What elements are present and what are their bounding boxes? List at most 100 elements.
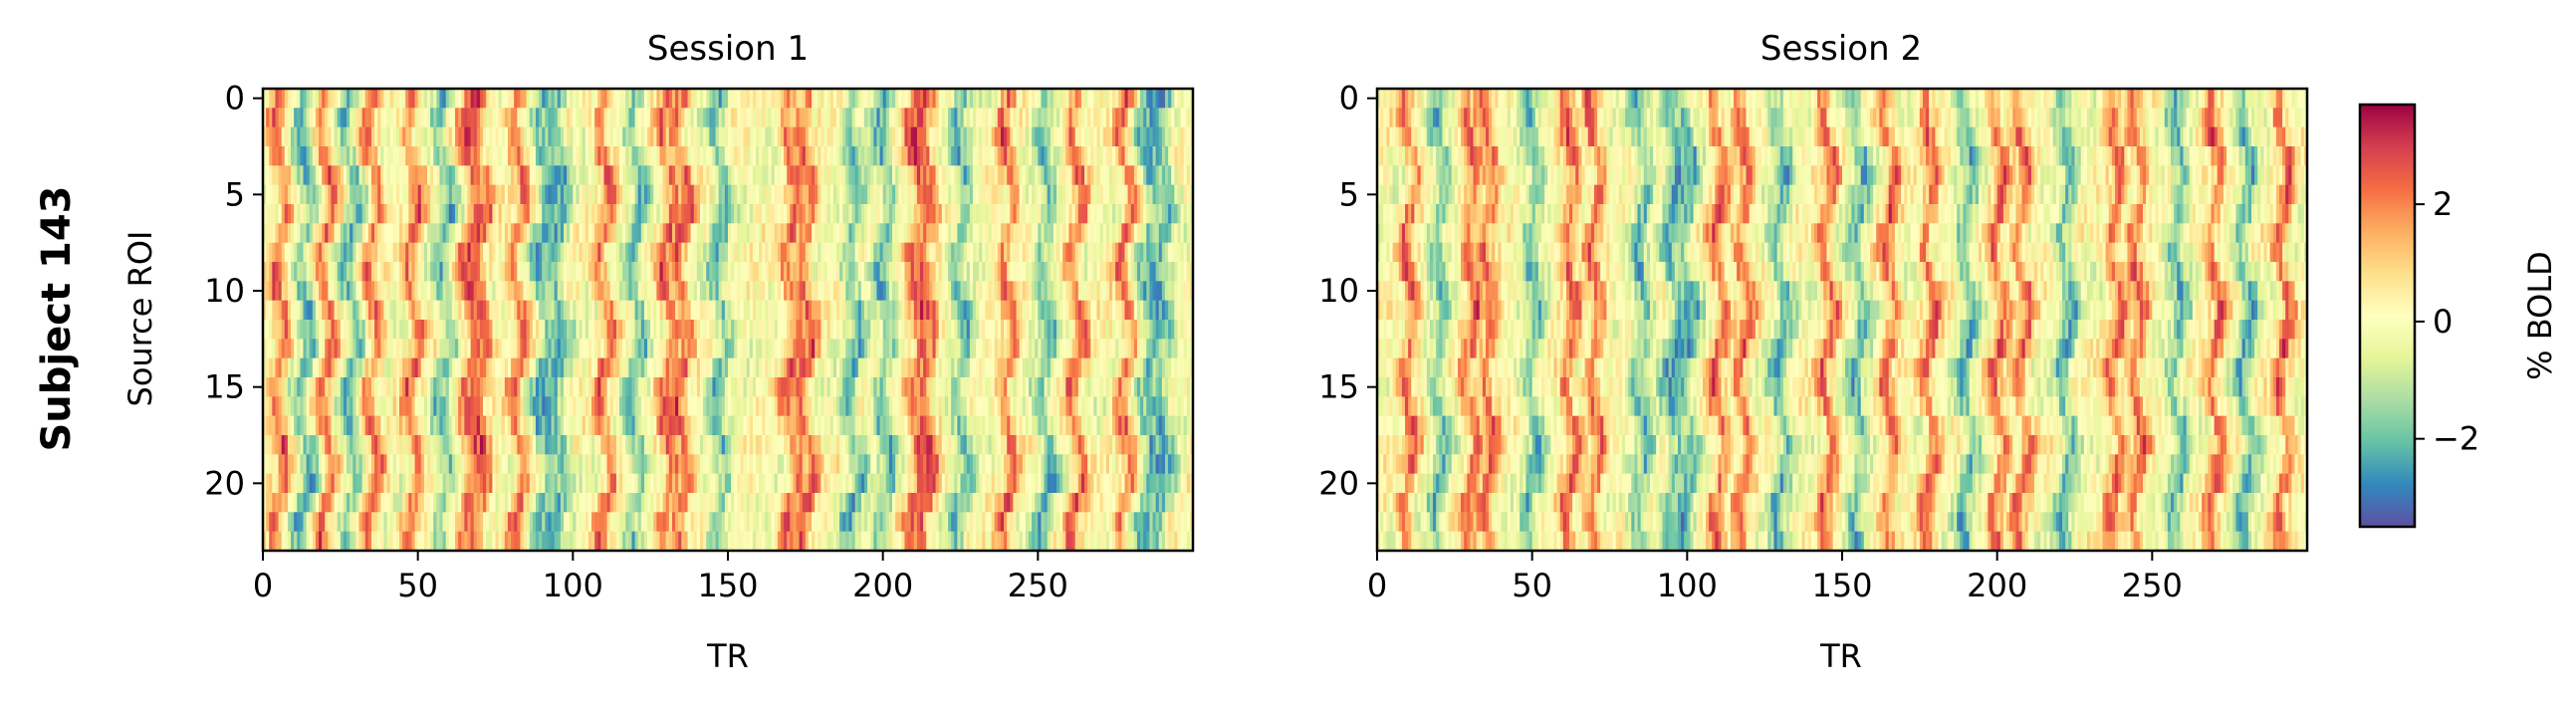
heatmap-cell — [294, 204, 298, 224]
heatmap-cell — [532, 300, 537, 321]
heatmap-cell — [380, 281, 385, 302]
heatmap-cell — [319, 184, 323, 205]
heatmap-cell — [823, 242, 828, 263]
heatmap-cell — [969, 89, 974, 109]
heatmap-cell — [756, 146, 760, 166]
heatmap-cell — [612, 242, 617, 263]
heatmap-cell — [848, 396, 853, 417]
heatmap-cell — [954, 262, 958, 282]
heatmap-cell — [907, 320, 912, 340]
heatmap-cell — [297, 126, 301, 147]
heatmap-cell — [622, 320, 626, 340]
heatmap-cell — [350, 223, 353, 244]
heatmap-cell — [545, 146, 550, 166]
heatmap-cell — [740, 262, 745, 282]
heatmap-cell — [671, 89, 676, 109]
heatmap-cell — [823, 223, 828, 244]
heatmap-cell — [275, 165, 280, 186]
heatmap-cell — [579, 89, 584, 109]
heatmap-cell — [343, 108, 348, 128]
heatmap-cell — [966, 223, 971, 244]
heatmap-cell — [597, 108, 601, 128]
heatmap-cell — [427, 300, 431, 321]
heatmap-cell — [740, 320, 745, 340]
heatmap-cell — [628, 262, 633, 282]
heatmap-cell — [266, 223, 270, 244]
heatmap-cell — [520, 357, 525, 378]
heatmap-cell — [796, 223, 801, 244]
heatmap-cell — [628, 242, 633, 263]
heatmap-cell — [433, 396, 437, 417]
heatmap-cell — [380, 339, 385, 359]
heatmap-cell — [1025, 146, 1030, 166]
heatmap-cell — [991, 357, 996, 378]
heatmap-cell — [1053, 339, 1057, 359]
heatmap-cell — [690, 126, 695, 147]
heatmap-cell — [640, 146, 645, 166]
heatmap-cell — [960, 339, 965, 359]
heatmap-cell — [1171, 339, 1175, 359]
heatmap-cell — [643, 146, 648, 166]
heatmap-cell — [576, 242, 581, 263]
heatmap-cell — [343, 89, 348, 109]
heatmap-cell — [699, 357, 704, 378]
heatmap-cell — [740, 242, 745, 263]
heatmap-cell — [287, 357, 292, 378]
heatmap-cell — [699, 300, 704, 321]
heatmap-cell — [383, 339, 388, 359]
heatmap-cell — [957, 300, 962, 321]
heatmap-cell — [1093, 223, 1098, 244]
heatmap-cell — [322, 223, 326, 244]
heatmap-cell — [979, 165, 983, 186]
heatmap-cell — [1038, 204, 1043, 224]
heatmap-cell — [331, 204, 336, 224]
heatmap-cell — [1108, 357, 1113, 378]
heatmap-cell — [1056, 184, 1060, 205]
heatmap-cell — [1158, 281, 1163, 302]
heatmap-cell — [759, 223, 763, 244]
heatmap-cell — [756, 223, 760, 244]
heatmap-cell — [721, 396, 726, 417]
heatmap-cell — [749, 357, 754, 378]
heatmap-cell — [1090, 184, 1094, 205]
heatmap-cell — [944, 281, 949, 302]
heatmap-cell — [420, 320, 425, 340]
heatmap-cell — [857, 377, 862, 397]
heatmap-cell — [805, 126, 810, 147]
heatmap-cell — [622, 108, 626, 128]
heatmap-cell — [492, 396, 497, 417]
heatmap-cell — [458, 223, 462, 244]
heatmap-cell — [678, 242, 682, 263]
heatmap-cell — [532, 357, 537, 378]
heatmap-cell — [1143, 184, 1147, 205]
heatmap-cell — [507, 89, 512, 109]
heatmap-cell — [597, 281, 601, 302]
heatmap-cell — [994, 165, 999, 186]
heatmap-cell — [560, 126, 565, 147]
heatmap-cell — [1177, 165, 1182, 186]
heatmap-cell — [612, 281, 617, 302]
heatmap-cell — [1065, 262, 1070, 282]
heatmap-cell — [1059, 223, 1063, 244]
heatmap-cell — [609, 242, 614, 263]
heatmap-cell — [486, 320, 490, 340]
heatmap-cell — [867, 126, 871, 147]
heatmap-cell — [470, 165, 475, 186]
heatmap-cell — [913, 339, 918, 359]
heatmap-cell — [1180, 146, 1185, 166]
heatmap-cell — [417, 146, 422, 166]
heatmap-cell — [647, 339, 651, 359]
heatmap-cell — [1071, 184, 1076, 205]
heatmap-cell — [740, 339, 745, 359]
heatmap-cell — [1077, 223, 1082, 244]
heatmap-cell — [910, 89, 915, 109]
heatmap-cell — [405, 89, 409, 109]
heatmap-cell — [637, 108, 642, 128]
heatmap-cell — [1189, 89, 1194, 109]
heatmap-cell — [470, 300, 475, 321]
heatmap-cell — [901, 126, 906, 147]
heatmap-cell — [647, 300, 651, 321]
heatmap-cell — [560, 146, 565, 166]
heatmap-cell — [374, 320, 378, 340]
heatmap-cell — [315, 339, 320, 359]
